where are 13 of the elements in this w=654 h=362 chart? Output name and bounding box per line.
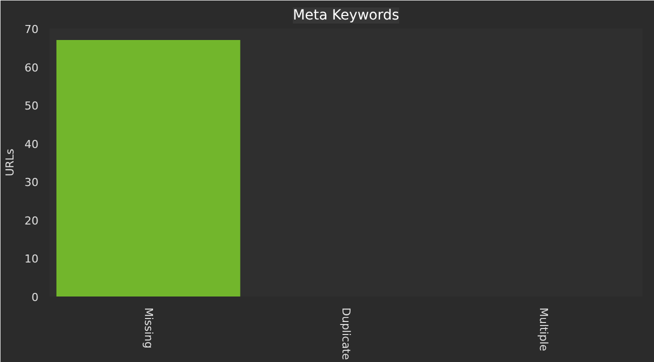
y-tick-label: 40 [24,138,39,151]
y-tick-label: 60 [24,61,39,74]
x-tick-label: Duplicate [340,308,352,360]
x-tick-label: Multiple [537,308,550,352]
chart-title: Meta Keywords [292,8,400,24]
y-tick-label: 10 [24,252,39,266]
y-axis-title: URLs [4,148,17,176]
y-tick-label: 20 [24,214,39,228]
x-tick-label: Missing [142,308,155,349]
y-tick-label: 0 [32,291,38,304]
y-tick-label: 50 [24,100,39,113]
y-tick-label: 30 [24,176,39,190]
y-tick-label: 70 [24,23,39,36]
